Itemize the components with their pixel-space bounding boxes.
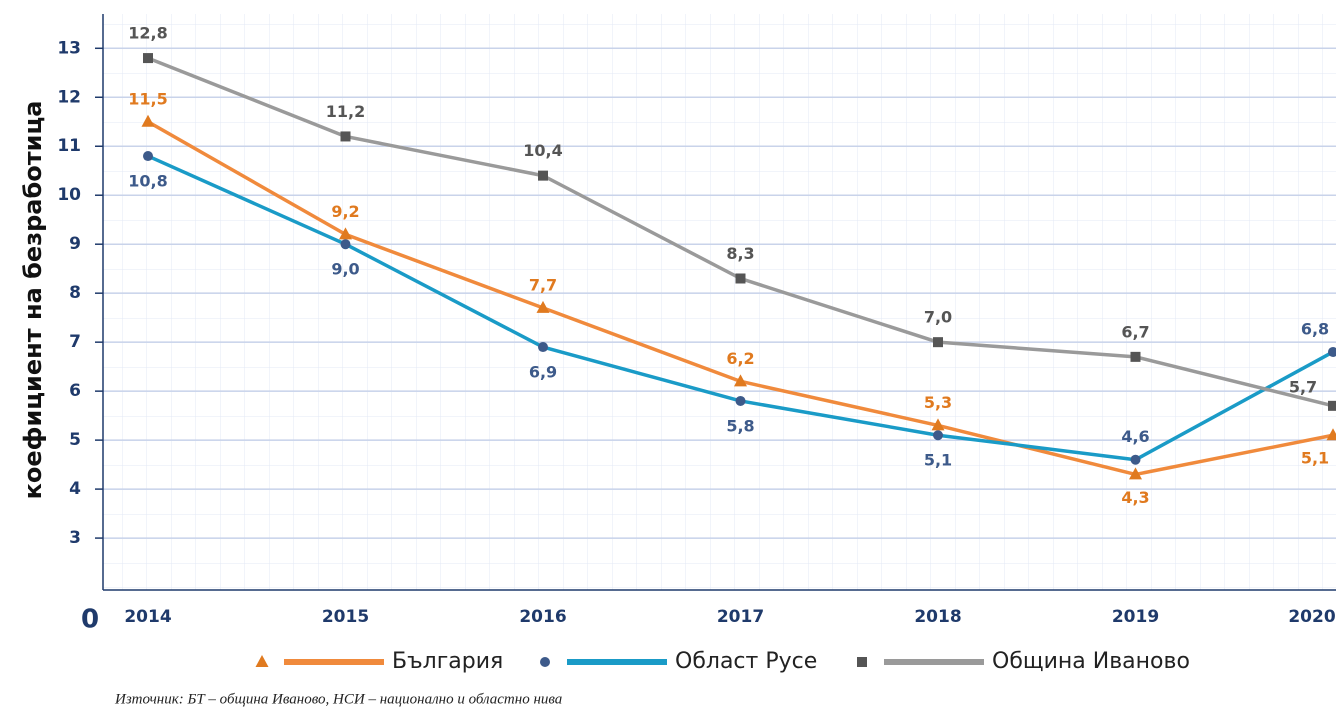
source-note: Източник: БТ – община Иваново, НСИ – нац… bbox=[114, 691, 562, 707]
y-tick-label: 9 bbox=[69, 234, 81, 254]
marker bbox=[857, 657, 867, 667]
marker bbox=[933, 430, 943, 441]
value-label: 8,3 bbox=[726, 244, 754, 263]
value-label: 6,8 bbox=[1301, 319, 1329, 338]
x-tick-label: 2015 bbox=[322, 607, 369, 627]
value-label: 7,7 bbox=[529, 275, 557, 294]
marker bbox=[340, 239, 351, 250]
y-tick-label: 4 bbox=[69, 479, 81, 499]
y-tick-label: 7 bbox=[69, 332, 81, 352]
y-tick-label: 11 bbox=[57, 136, 81, 156]
marker bbox=[536, 300, 550, 313]
y-axis-label: коефициент на безработица bbox=[19, 101, 47, 500]
y-tick-label: 6 bbox=[69, 381, 81, 401]
x-tick-label: 2014 bbox=[124, 607, 171, 627]
marker bbox=[540, 657, 550, 667]
value-label: 6,9 bbox=[529, 363, 557, 382]
value-label: 6,7 bbox=[1121, 322, 1149, 341]
value-label: 5,8 bbox=[726, 416, 754, 435]
value-label: 5,1 bbox=[1301, 449, 1329, 468]
marker bbox=[538, 170, 548, 181]
y-tick-label: 10 bbox=[57, 185, 81, 205]
marker bbox=[340, 131, 351, 142]
x-tick-label: 2017 bbox=[717, 607, 764, 627]
marker bbox=[255, 655, 269, 667]
marker bbox=[141, 114, 155, 127]
series: 12,8 11,2 10,4 8,3 7,0 6,7 5,7 bbox=[128, 24, 1336, 411]
value-label: 9,0 bbox=[331, 260, 359, 279]
marker bbox=[1328, 346, 1336, 357]
value-label: 12,8 bbox=[128, 24, 167, 43]
x-tick-label: 2019 bbox=[1112, 607, 1159, 627]
x-tick-label: 2018 bbox=[914, 607, 961, 627]
legend-label: България bbox=[392, 649, 503, 674]
marker bbox=[1328, 400, 1336, 411]
plot-background bbox=[103, 14, 1336, 590]
value-label: 10,8 bbox=[128, 172, 167, 191]
legend-label: Област Русе bbox=[675, 649, 817, 674]
series: 10,8 9,0 6,9 5,8 5,1 4,6 6,8 bbox=[128, 151, 1336, 470]
value-label: 11,5 bbox=[128, 89, 167, 108]
marker bbox=[538, 342, 548, 353]
y-tick-label: 3 bbox=[69, 528, 81, 548]
value-label: 6,2 bbox=[726, 349, 754, 368]
marker bbox=[143, 53, 153, 64]
marker bbox=[734, 374, 747, 387]
marker bbox=[339, 227, 352, 240]
y-tick-label: 12 bbox=[57, 87, 81, 107]
value-label: 4,3 bbox=[1121, 488, 1149, 507]
marker bbox=[1129, 467, 1142, 480]
marker bbox=[735, 273, 746, 284]
x-tick-label: 2020 bbox=[1288, 607, 1335, 627]
value-label: 9,2 bbox=[331, 202, 359, 221]
marker bbox=[143, 151, 153, 162]
marker bbox=[1130, 351, 1141, 362]
marker bbox=[1130, 454, 1141, 465]
value-label: 5,3 bbox=[924, 393, 952, 412]
marker bbox=[933, 337, 943, 348]
series: 11,5 9,2 7,7 6,2 5,3 4,3 5,1 bbox=[128, 89, 1336, 507]
value-label: 5,7 bbox=[1289, 377, 1317, 396]
marker bbox=[735, 395, 746, 406]
value-label: 4,6 bbox=[1121, 427, 1149, 446]
value-label: 7,0 bbox=[924, 308, 952, 327]
y-tick-label: 13 bbox=[57, 38, 81, 58]
value-label: 5,1 bbox=[924, 451, 952, 470]
y-tick-label: 5 bbox=[69, 430, 81, 450]
value-label: 11,2 bbox=[326, 102, 365, 121]
value-label: 10,4 bbox=[523, 141, 562, 160]
marker bbox=[931, 418, 945, 431]
marker bbox=[1326, 428, 1336, 441]
y-tick-label: 8 bbox=[69, 283, 81, 303]
y-origin-label: 0 bbox=[81, 605, 99, 635]
x-tick-label: 2016 bbox=[519, 607, 566, 627]
legend-label: Община Иваново bbox=[992, 649, 1190, 674]
